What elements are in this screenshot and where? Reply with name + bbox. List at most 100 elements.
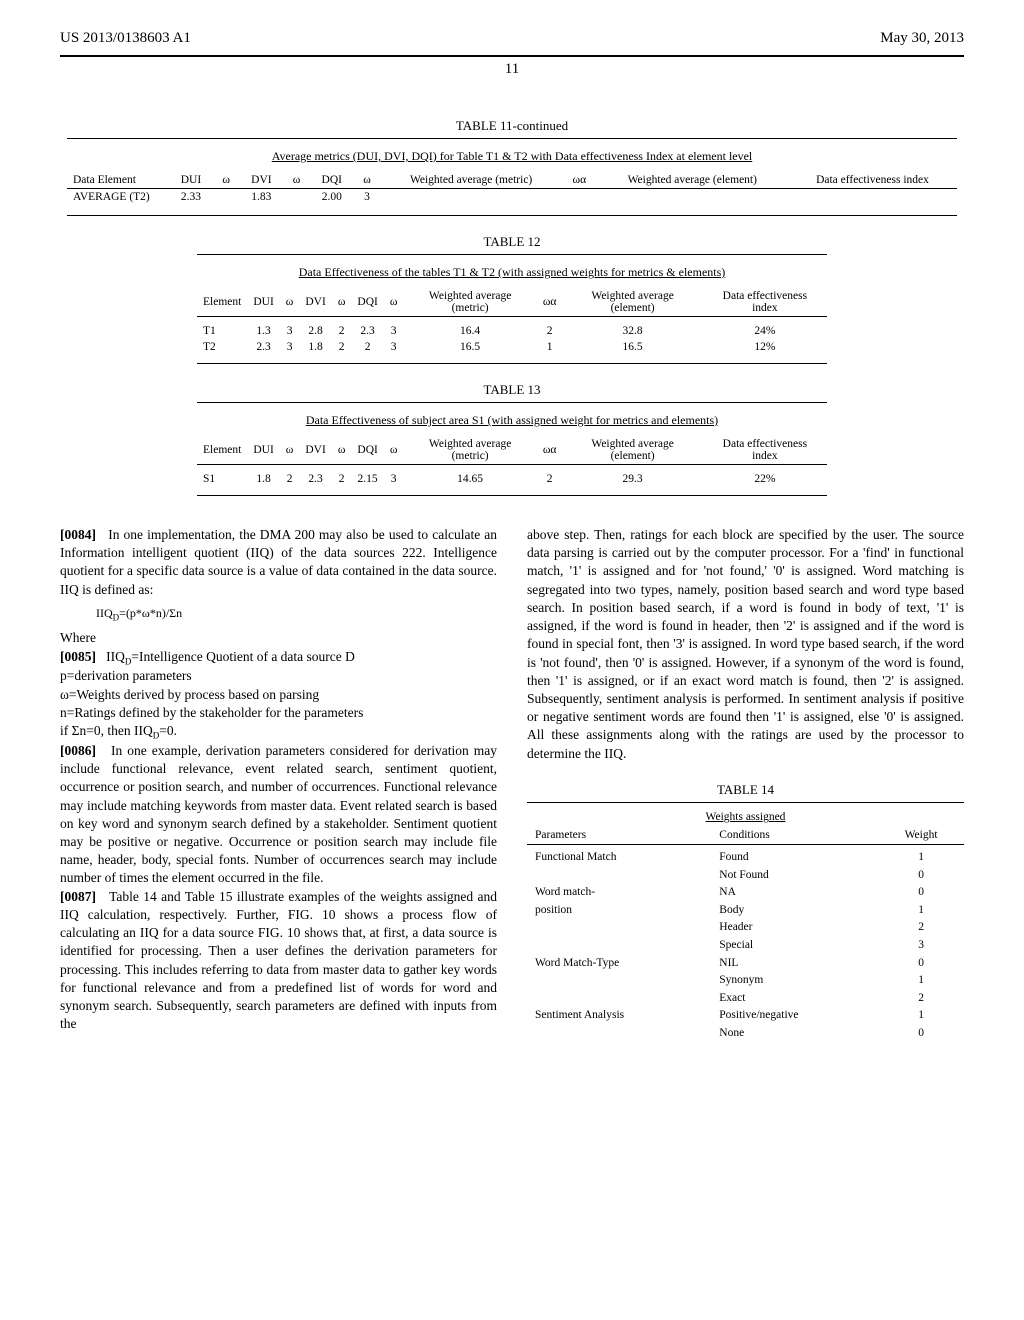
th: Weight [878, 827, 964, 845]
th: Weighted average (metric) [380, 166, 562, 189]
cell: 1.8 [299, 339, 331, 355]
cell: 2 [878, 919, 964, 937]
th: ω [280, 282, 300, 317]
cell: 0 [878, 884, 964, 902]
cell: Word Match-Type [527, 955, 711, 973]
cell: AVERAGE (T2) [67, 189, 169, 206]
cell: 2.3 [247, 339, 279, 355]
cell: 16.5 [403, 339, 536, 355]
th: DQI [351, 430, 383, 465]
cell [788, 189, 957, 206]
th: DUI [247, 282, 279, 317]
cell [527, 867, 711, 885]
table13-caption: TABLE 13 [60, 382, 964, 398]
cell [562, 189, 597, 206]
left-column: [0084] In one implementation, the DMA 20… [60, 526, 497, 1042]
cell: 2 [537, 323, 563, 339]
cell: Functional Match [527, 849, 711, 867]
th: DQI [310, 166, 354, 189]
cell: 1.83 [239, 189, 283, 206]
cell: 2 [878, 990, 964, 1008]
cell [527, 990, 711, 1008]
cell: 0 [878, 955, 964, 973]
th: Data effectiveness index [703, 430, 827, 465]
cell [527, 972, 711, 990]
cell: 3 [354, 189, 380, 206]
para-num: [0084] [60, 527, 96, 542]
cell: 16.4 [403, 323, 536, 339]
table14: Weights assigned Parameters Conditions W… [527, 802, 964, 1042]
table12-caption: TABLE 12 [60, 234, 964, 250]
para-text: n=Ratings defined by the stakeholder for… [60, 704, 497, 722]
cell: 1 [878, 1007, 964, 1025]
table12-title: Data Effectiveness of the tables T1 & T2… [197, 263, 827, 282]
cell: 2.8 [299, 323, 331, 339]
cell: Positive/negative [711, 1007, 878, 1025]
th: ω [332, 282, 352, 317]
cell: 1.3 [247, 323, 279, 339]
cell: 1 [878, 902, 964, 920]
cell: Found [711, 849, 878, 867]
cell: 1 [878, 849, 964, 867]
para-text: In one example, derivation parameters co… [60, 743, 497, 886]
where-label: Where [60, 629, 497, 647]
th: Data Element [67, 166, 169, 189]
th: ωα [537, 430, 563, 465]
iiq-formula: IIQD=(p*ω*n)/Σn [96, 605, 497, 624]
th: Data effectiveness index [788, 166, 957, 189]
cell: 0 [878, 867, 964, 885]
cell: Word match- [527, 884, 711, 902]
header-rule [60, 55, 964, 57]
para-text: if Σn=0, then IIQD=0. [60, 722, 497, 742]
cell: 2 [332, 339, 352, 355]
table14-title: Weights assigned [706, 811, 786, 823]
cell [597, 189, 788, 206]
cell: T1 [197, 323, 247, 339]
cell: 32.8 [562, 323, 702, 339]
cell: 2.33 [169, 189, 213, 206]
cell: 24% [703, 323, 827, 339]
cell: Special [711, 937, 878, 955]
cell: 1 [537, 339, 563, 355]
cell: 14.65 [403, 471, 536, 487]
th: ω [384, 282, 404, 317]
th: Element [197, 430, 247, 465]
cell: 3 [878, 937, 964, 955]
th: DVI [299, 430, 331, 465]
th: Conditions [711, 827, 878, 845]
table11-title: Average metrics (DUI, DVI, DQI) for Tabl… [67, 147, 957, 166]
cell: T2 [197, 339, 247, 355]
cell: 2 [332, 471, 352, 487]
th: Data effectiveness index [703, 282, 827, 317]
cell: 2.3 [351, 323, 383, 339]
th: ω [280, 430, 300, 465]
para-text: above step. Then, ratings for each block… [527, 526, 964, 763]
cell: 2 [332, 323, 352, 339]
th: DUI [169, 166, 213, 189]
cell: Header [711, 919, 878, 937]
cell: Body [711, 902, 878, 920]
cell: 2.00 [310, 189, 354, 206]
table13-title: Data Effectiveness of subject area S1 (w… [197, 411, 827, 430]
cell: 12% [703, 339, 827, 355]
th: ω [283, 166, 309, 189]
cell: NA [711, 884, 878, 902]
publication-date: May 30, 2013 [880, 30, 964, 47]
cell: position [527, 902, 711, 920]
th: Parameters [527, 827, 711, 845]
cell [380, 189, 562, 206]
th: DVI [239, 166, 283, 189]
cell: 29.3 [562, 471, 702, 487]
right-column: above step. Then, ratings for each block… [527, 526, 964, 1042]
th: ω [213, 166, 239, 189]
th: Weighted average (element) [597, 166, 788, 189]
page-number: 11 [60, 61, 964, 78]
cell [527, 919, 711, 937]
th: ω [354, 166, 380, 189]
table11: Average metrics (DUI, DVI, DQI) for Tabl… [67, 138, 957, 216]
cell: 2 [280, 471, 300, 487]
cell [283, 189, 309, 206]
cell: Synonym [711, 972, 878, 990]
th: DVI [299, 282, 331, 317]
publication-number: US 2013/0138603 A1 [60, 30, 191, 47]
